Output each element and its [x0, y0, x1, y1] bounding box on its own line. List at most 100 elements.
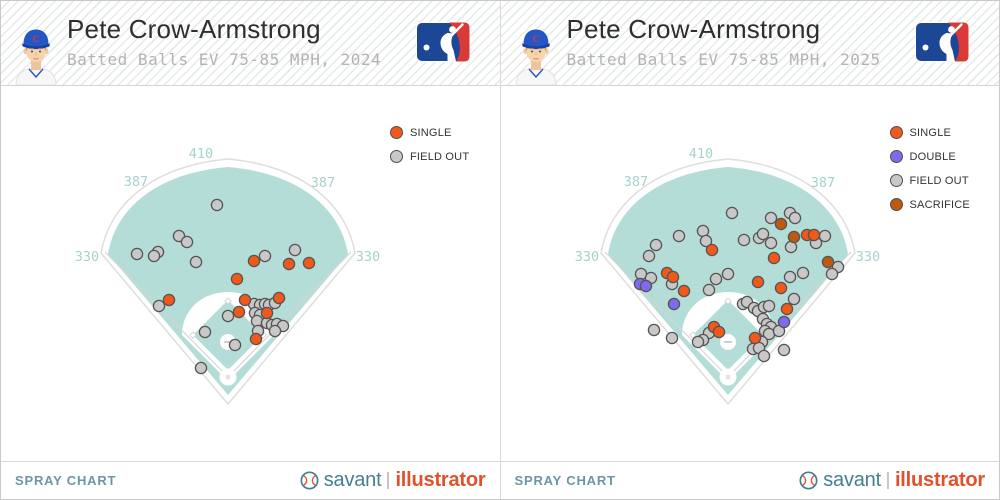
batted-ball-field_out[interactable] [672, 229, 685, 243]
home-plate [225, 374, 231, 380]
legend-item-field_out: FIELD OUT [889, 173, 970, 188]
panel-header: C Pete Crow-Armstrong Batted Balls EV 75… [1, 1, 500, 86]
batted-ball-field_out[interactable] [288, 243, 302, 257]
batted-ball-field_out[interactable] [699, 234, 712, 248]
batted-ball-field_out[interactable] [152, 299, 166, 313]
batted-ball-field_out[interactable] [825, 267, 838, 281]
batted-ball-field_out[interactable] [210, 198, 224, 212]
double-legend-dot [889, 150, 903, 163]
batted-ball-field_out[interactable] [777, 343, 790, 357]
sacrifice-legend-dot [889, 198, 903, 211]
batted-ball-single[interactable] [282, 257, 296, 271]
batted-ball-field_out[interactable] [228, 338, 242, 352]
single-legend-dot [889, 126, 903, 139]
chart-subtitle: Batted Balls EV 75-85 MPH, 2025 [566, 50, 881, 69]
batted-ball-single[interactable] [677, 284, 690, 298]
batted-ball-single[interactable] [751, 275, 764, 289]
batted-ball-double[interactable] [639, 279, 652, 293]
batted-ball-field_out[interactable] [709, 272, 722, 286]
batted-ball-field_out[interactable] [147, 249, 161, 263]
batted-ball-single[interactable] [774, 281, 787, 295]
batted-ball-field_out[interactable] [788, 211, 801, 225]
batted-ball-single[interactable] [162, 293, 176, 307]
batted-ball-single[interactable] [238, 293, 252, 307]
distance-labels: 410 387 387 330 330 [574, 146, 879, 265]
batted-ball-field_out[interactable] [189, 255, 203, 269]
batted-ball-single[interactable] [302, 256, 316, 270]
batted-ball-single[interactable] [666, 270, 679, 284]
distance-label-387: 387 [124, 174, 148, 190]
brand-illustrator: illustrator [894, 469, 985, 491]
batted-ball-single[interactable] [748, 331, 761, 345]
batted-ball-field_out[interactable] [691, 335, 704, 349]
field-diagram: 410 387 387 330 330 [574, 146, 880, 406]
batted-ball-single[interactable] [705, 243, 718, 257]
legend-label: SINGLE [410, 126, 452, 139]
batted-ball-single[interactable] [712, 325, 725, 339]
legend-label: FIELD OUT [410, 150, 470, 163]
batted-ball-single[interactable] [260, 306, 274, 320]
distance-labels: 410 387 387 330 330 [75, 146, 380, 265]
batted-ball-field_out[interactable] [796, 266, 809, 280]
panel-footer: SPRAY CHART savant illustrator [1, 461, 500, 499]
batted-ball-field_out[interactable] [221, 309, 235, 323]
batted-ball-field_out[interactable] [783, 270, 796, 284]
batted-ball-single[interactable] [249, 332, 263, 346]
batted-ball-single[interactable] [232, 305, 246, 319]
brand-divider [387, 472, 390, 489]
batted-ball-field_out[interactable] [647, 323, 660, 337]
batted-ball-field_out[interactable] [130, 247, 144, 261]
batted-ball-field_out[interactable] [649, 238, 662, 252]
batted-ball-field_out[interactable] [721, 267, 734, 281]
batted-ball-field_out[interactable] [737, 233, 750, 247]
batted-ball-field_out[interactable] [725, 206, 738, 220]
batted-ball-field_out[interactable] [818, 229, 831, 243]
player-avatar: C [15, 29, 57, 85]
baseball-icon [799, 471, 818, 490]
brand-illustrator: illustrator [395, 469, 486, 491]
fair-territory [607, 167, 848, 395]
chart-subtitle: Batted Balls EV 75-85 MPH, 2024 [67, 50, 382, 69]
distance-label-410: 410 [189, 146, 213, 162]
savant-illustrator-logo[interactable]: savant illustrator [799, 469, 985, 492]
batted-ball-field_out[interactable] [764, 236, 777, 250]
distance-label-330: 330 [356, 249, 380, 265]
batted-ball-field_out[interactable] [756, 227, 769, 241]
distance-label-387: 387 [623, 174, 647, 190]
batted-ball-single[interactable] [780, 302, 793, 316]
field_out-legend-dot [390, 150, 403, 163]
baseball-icon [300, 471, 319, 490]
batted-ball-sacrifice[interactable] [787, 230, 800, 244]
batted-ball-field_out[interactable] [268, 324, 282, 338]
batted-ball-field_out[interactable] [642, 249, 655, 263]
batted-ball-single[interactable] [767, 251, 780, 265]
batted-ball-sacrifice[interactable] [821, 255, 834, 269]
batted-ball-field_out[interactable] [180, 235, 194, 249]
single-legend-dot [390, 126, 403, 139]
batted-ball-single[interactable] [272, 291, 286, 305]
batted-ball-field_out[interactable] [194, 361, 208, 375]
batted-ball-double[interactable] [777, 315, 790, 329]
batted-ball-field_out[interactable] [665, 331, 678, 345]
brand-savant: savant [823, 469, 881, 491]
batted-ball-field_out[interactable] [757, 349, 770, 363]
batted-ball-field_out[interactable] [702, 283, 715, 297]
legend: SINGLE DOUBLE FIELD OUT SACRIFICE [889, 125, 970, 212]
batted-ball-field_out[interactable] [198, 325, 212, 339]
batted-ball-field_out[interactable] [762, 299, 775, 313]
savant-illustrator-logo[interactable]: savant illustrator [300, 469, 486, 492]
batted-ball-single[interactable] [230, 272, 244, 286]
spray-chart-label: SPRAY CHART [15, 473, 117, 488]
legend: SINGLE FIELD OUT [390, 125, 469, 164]
legend-label: FIELD OUT [909, 174, 969, 187]
distance-label-410: 410 [688, 146, 712, 162]
batted-ball-field_out[interactable] [787, 292, 800, 306]
batted-ball-single[interactable] [807, 228, 820, 242]
batted-ball-field_out[interactable] [258, 249, 272, 263]
batted-ball-sacrifice[interactable] [774, 217, 787, 231]
batted-ball-field_out[interactable] [764, 211, 777, 225]
batted-ball-double[interactable] [667, 297, 680, 311]
scatter-points [130, 198, 316, 375]
batted-ball-single[interactable] [247, 254, 261, 268]
